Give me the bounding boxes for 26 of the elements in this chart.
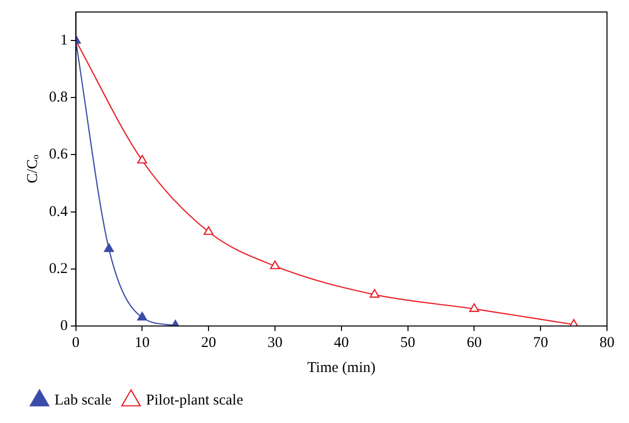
point: [204, 226, 214, 235]
point: [469, 303, 480, 312]
y-axis-title: C/Cₒ: [24, 154, 41, 184]
y-tick-label: 0: [60, 318, 68, 334]
point: [137, 312, 148, 321]
point: [137, 154, 148, 164]
y-tick-label: 0.2: [49, 260, 68, 277]
y-tick-label: 0.8: [49, 90, 68, 106]
legend-label: Pilot-plant scale: [146, 392, 244, 408]
point: [370, 289, 380, 298]
x-tick-label: 50: [400, 334, 416, 351]
x-axis-title: Time (min): [307, 360, 376, 376]
y-tick-label: 0.4: [49, 204, 68, 220]
x-tick-label: 0: [72, 334, 80, 351]
y-tick-label: 0.6: [49, 146, 68, 163]
point: [270, 260, 280, 270]
x-tick-label: 80: [600, 334, 614, 351]
x-tick-label: 20: [201, 334, 216, 351]
legend-label: Lab scale: [54, 392, 112, 408]
point: [104, 243, 114, 252]
x-tick-label: 40: [334, 334, 349, 351]
x-tick-label: 10: [134, 334, 150, 351]
x-tick-label: 30: [267, 334, 282, 351]
y-tick-label: 1: [60, 32, 68, 48]
x-tick-label: 70: [533, 334, 548, 351]
x-tick-label: 60: [466, 334, 482, 351]
